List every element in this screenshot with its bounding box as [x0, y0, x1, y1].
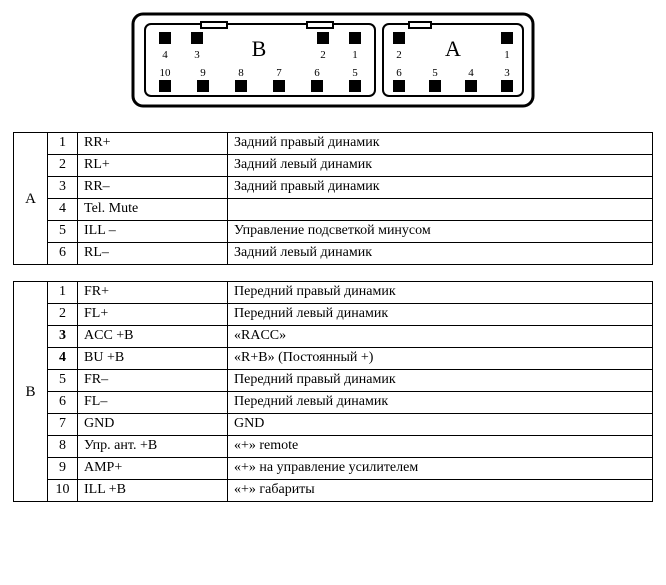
table-row: 3ACC +B«RACC»: [14, 326, 653, 348]
table-row: 5ILL –Управление подсветкой минусом: [14, 221, 653, 243]
pin-description: [228, 199, 653, 221]
table-row: 7GNDGND: [14, 414, 653, 436]
svg-text:4: 4: [468, 67, 474, 79]
table-row: 6RL–Задний левый динамик: [14, 243, 653, 265]
pin-description: Передний правый динамик: [228, 282, 653, 304]
pin-signal: GND: [78, 414, 228, 436]
svg-text:2: 2: [320, 49, 326, 61]
pin-signal: AMP+: [78, 458, 228, 480]
svg-text:7: 7: [276, 67, 282, 79]
pin-description: Управление подсветкой минусом: [228, 221, 653, 243]
pin-signal: Tel. Mute: [78, 199, 228, 221]
svg-text:6: 6: [314, 67, 320, 79]
table-row: 9AMP+«+» на управление усилителем: [14, 458, 653, 480]
svg-text:10: 10: [160, 67, 172, 79]
pinout-table-b: B1FR+Передний правый динамик2FL+Передний…: [13, 281, 653, 502]
table-row: 8Упр. ант. +B«+» remote: [14, 436, 653, 458]
pin-description: Задний правый динамик: [228, 177, 653, 199]
pin-number: 5: [48, 221, 78, 243]
svg-text:9: 9: [200, 67, 206, 79]
pinout-table-a: A1RR+Задний правый динамик2RL+Задний лев…: [13, 132, 653, 265]
table-row: 10ILL +B«+» габариты: [14, 480, 653, 502]
pin-description: «+» remote: [228, 436, 653, 458]
pin-signal: ILL –: [78, 221, 228, 243]
table-row: 6FL–Передний левый динамик: [14, 392, 653, 414]
pin-description: «R+B» (Постоянный +): [228, 348, 653, 370]
pin-signal: RR+: [78, 133, 228, 155]
pin-description: GND: [228, 414, 653, 436]
svg-text:4: 4: [162, 49, 168, 61]
connector-label-b: B: [252, 36, 267, 61]
pin-number: 6: [48, 392, 78, 414]
pin-description: Задний левый динамик: [228, 155, 653, 177]
pin-number: 10: [48, 480, 78, 502]
connector-svg: 4 3 2 1 B 10 9 8 7 6 5: [131, 12, 535, 108]
pin-description: «RACC»: [228, 326, 653, 348]
pin-signal: RR–: [78, 177, 228, 199]
pin-number: 5: [48, 370, 78, 392]
pin-description: Задний правый динамик: [228, 133, 653, 155]
pin-description: Передний левый динамик: [228, 304, 653, 326]
pin-number: 3: [48, 177, 78, 199]
pin-signal: FR–: [78, 370, 228, 392]
pin-number: 9: [48, 458, 78, 480]
table-row: 2FL+Передний левый динамик: [14, 304, 653, 326]
pin-description: Передний правый динамик: [228, 370, 653, 392]
pin-number: 4: [48, 199, 78, 221]
pin-number: 6: [48, 243, 78, 265]
pin-signal: ILL +B: [78, 480, 228, 502]
table-row: 4Tel. Mute: [14, 199, 653, 221]
svg-text:5: 5: [432, 67, 438, 79]
pin-description: «+» габариты: [228, 480, 653, 502]
table-row: 2RL+Задний левый динамик: [14, 155, 653, 177]
pin-number: 4: [48, 348, 78, 370]
connector-label-a: A: [445, 36, 461, 61]
table-row: A1RR+Задний правый динамик: [14, 133, 653, 155]
svg-text:1: 1: [352, 49, 358, 61]
table-row: 4BU +B«R+B» (Постоянный +): [14, 348, 653, 370]
pin-signal: RL+: [78, 155, 228, 177]
pin-number: 8: [48, 436, 78, 458]
pin-signal: RL–: [78, 243, 228, 265]
group-cell: A: [14, 133, 48, 265]
pin-description: Задний левый динамик: [228, 243, 653, 265]
svg-text:3: 3: [194, 49, 200, 61]
svg-text:1: 1: [504, 49, 510, 61]
pin-number: 3: [48, 326, 78, 348]
pin-number: 7: [48, 414, 78, 436]
pin-description: Передний левый динамик: [228, 392, 653, 414]
pin-number: 2: [48, 304, 78, 326]
pin-signal: FL+: [78, 304, 228, 326]
pin-number: 1: [48, 282, 78, 304]
pin-number: 1: [48, 133, 78, 155]
group-cell: B: [14, 282, 48, 502]
pin-signal: FL–: [78, 392, 228, 414]
svg-text:8: 8: [238, 67, 244, 79]
connector-diagram: 4 3 2 1 B 10 9 8 7 6 5: [12, 12, 654, 108]
svg-text:5: 5: [352, 67, 358, 79]
pin-number: 2: [48, 155, 78, 177]
svg-text:3: 3: [504, 67, 510, 79]
pin-signal: Упр. ант. +B: [78, 436, 228, 458]
pin-signal: BU +B: [78, 348, 228, 370]
svg-text:6: 6: [396, 67, 402, 79]
table-row: B1FR+Передний правый динамик: [14, 282, 653, 304]
pin-description: «+» на управление усилителем: [228, 458, 653, 480]
pin-signal: FR+: [78, 282, 228, 304]
pin-signal: ACC +B: [78, 326, 228, 348]
connector-block-b: 4 3 2 1 B 10 9 8 7 6 5: [145, 22, 375, 96]
table-row: 3RR–Задний правый динамик: [14, 177, 653, 199]
svg-text:2: 2: [396, 49, 402, 61]
connector-block-a: 2 1 A 6 5 4 3: [383, 22, 523, 96]
table-row: 5FR–Передний правый динамик: [14, 370, 653, 392]
